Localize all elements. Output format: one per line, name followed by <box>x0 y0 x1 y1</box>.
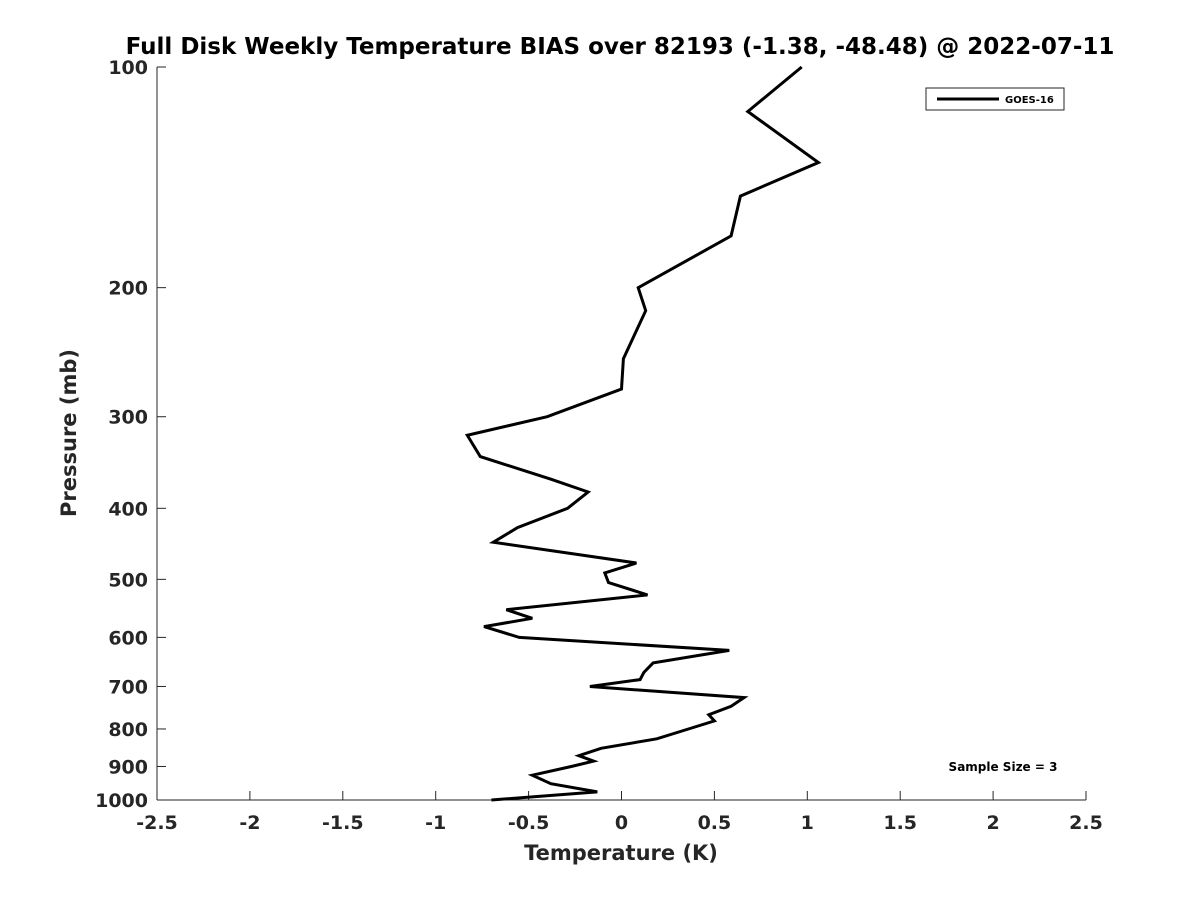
y-tick-label: 1000 <box>95 790 148 812</box>
y-tick-label: 200 <box>108 278 148 300</box>
y-tick-label: 900 <box>108 756 148 778</box>
x-tick-label: 0.5 <box>698 812 732 834</box>
legend-label-goes-16: GOES-16 <box>1005 95 1054 106</box>
x-tick-label: -2.5 <box>136 812 178 834</box>
x-ticks: -2.5 -2 -1.5 -1 -0.5 0 0.5 1 1.5 2 2.5 <box>136 791 1103 834</box>
y-tick-label: 300 <box>108 407 148 429</box>
plot-background <box>157 67 1086 800</box>
x-tick-label: -0.5 <box>508 812 550 834</box>
x-tick-label: -1 <box>425 812 446 834</box>
y-tick-label: 400 <box>108 498 148 520</box>
chart-title: Full Disk Weekly Temperature BIAS over 8… <box>126 34 1115 60</box>
x-axis-label: Temperature (K) <box>524 841 718 865</box>
plot-area: -2.5 -2 -1.5 -1 -0.5 0 0.5 1 1.5 2 2.5 100 200 300 40… <box>95 57 1103 834</box>
y-tick-label: 600 <box>108 627 148 649</box>
x-tick-label: 1 <box>801 812 814 834</box>
x-tick-label: 1.5 <box>883 812 917 834</box>
x-tick-label: 2 <box>986 812 999 834</box>
x-tick-label: -1.5 <box>322 812 364 834</box>
sample-size-annotation: Sample Size = 3 <box>949 760 1058 774</box>
legend: GOES-16 <box>925 87 1065 111</box>
x-tick-label: 0 <box>615 812 628 834</box>
series-line-goes-16 <box>464 65 822 802</box>
y-tick-label: 100 <box>108 57 148 79</box>
x-tick-label: 2.5 <box>1069 812 1103 834</box>
y-tick-label: 800 <box>108 719 148 741</box>
x-tick-label: -2 <box>239 812 260 834</box>
y-axis-label: Pressure (mb) <box>57 349 81 517</box>
y-tick-label: 500 <box>108 569 148 591</box>
series-layer <box>464 65 822 802</box>
y-ticks: 100 200 300 400 500 600 700 800 900 1000 <box>95 57 166 812</box>
y-tick-label: 700 <box>108 676 148 698</box>
